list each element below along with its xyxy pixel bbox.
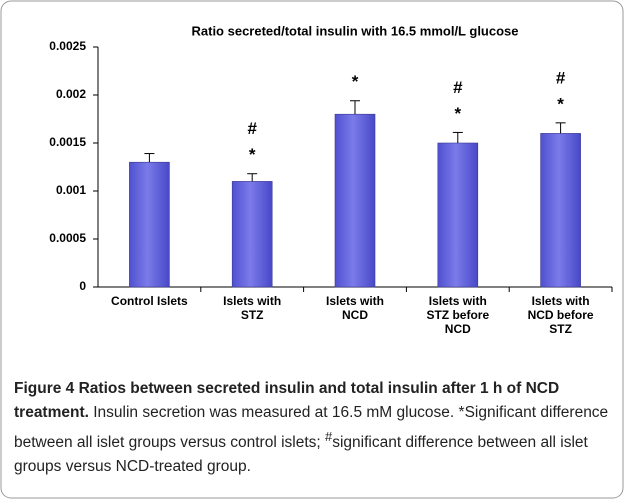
y-tick-label: 0.0025 [49, 39, 86, 53]
significance-mark: # [453, 78, 463, 97]
y-tick-label: 0.002 [56, 87, 86, 101]
bar [129, 161, 170, 288]
bar [540, 133, 581, 288]
x-tick-label: Islets with NCD before STZ [527, 294, 594, 336]
x-tick-label: Control Islets [111, 294, 188, 308]
caption-text: significant difference between all islet… [14, 434, 588, 476]
caption: Figure 4 Ratios between secreted insulin… [14, 377, 614, 479]
significance-mark: * [557, 94, 564, 113]
bar [231, 181, 273, 288]
chart-title: Ratio secreted/total insulin with 16.5 m… [192, 23, 519, 38]
significance-mark: # [247, 119, 257, 138]
x-tick-label: Islets with STZ [223, 294, 282, 322]
bar [437, 142, 479, 288]
caption-text: Insulin secretion was measured at 16.5 m… [14, 404, 609, 452]
x-tick-label: Islets with NCD [325, 294, 384, 322]
significance-mark: * [352, 72, 359, 91]
y-tick-label: 0 [79, 279, 86, 293]
y-tick-label: 0.0005 [49, 231, 86, 245]
caption-superscript: # [325, 429, 333, 444]
x-tick-label: Islets with STZ before NCD [426, 294, 490, 336]
y-tick-label: 0.001 [56, 183, 86, 197]
significance-mark: # [556, 68, 566, 87]
bar [334, 113, 376, 288]
y-tick-label: 0.0015 [49, 135, 86, 149]
caption-title: Figure 4 Ratios between secreted insulin… [14, 380, 560, 421]
significance-mark: * [454, 104, 461, 123]
significance-mark: * [249, 145, 256, 164]
